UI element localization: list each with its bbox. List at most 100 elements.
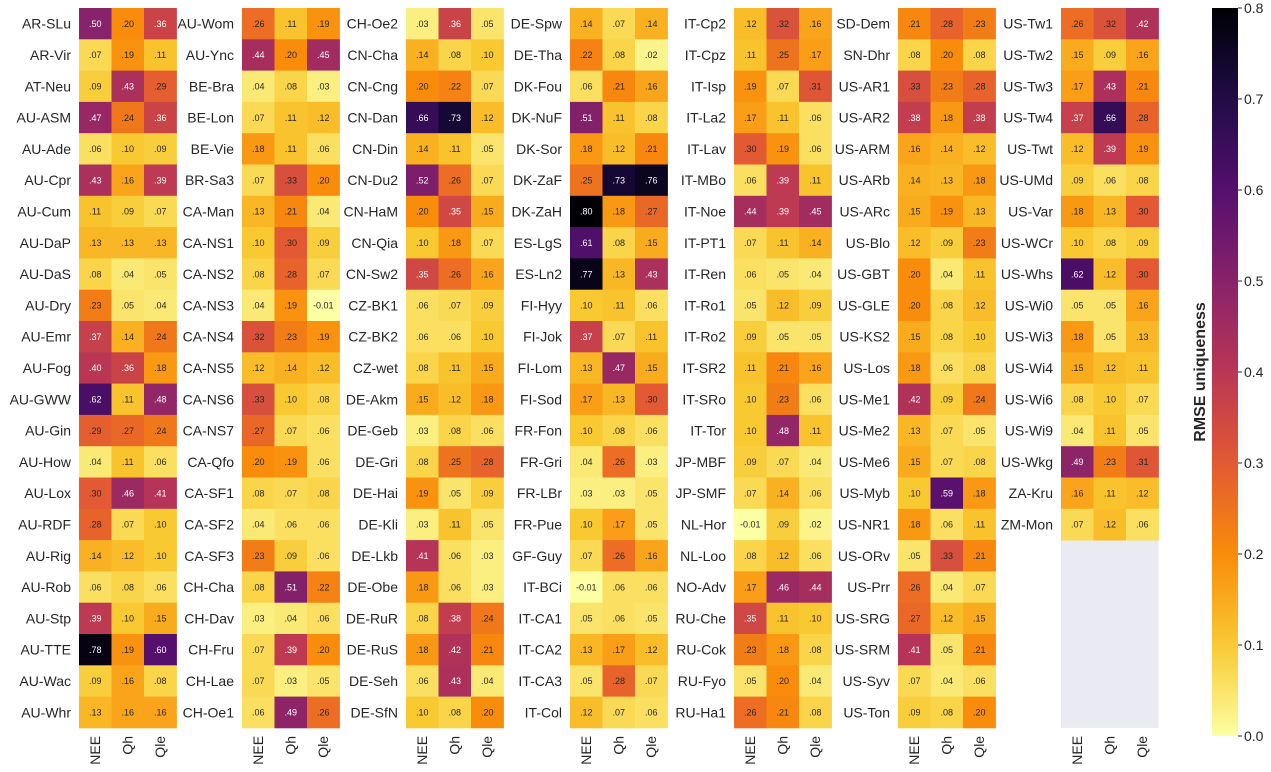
heatmap-cell bbox=[274, 39, 308, 71]
heatmap-cell bbox=[438, 571, 472, 604]
cell-value: .33 bbox=[284, 175, 297, 185]
cell-value: .76 bbox=[645, 175, 658, 185]
cell-value: .45 bbox=[809, 207, 822, 217]
row-label: US-Ton bbox=[843, 704, 890, 720]
heatmap-cell bbox=[144, 414, 177, 447]
heatmap-cell bbox=[1126, 414, 1159, 447]
row-label: US-Prr bbox=[847, 579, 890, 595]
cell-value: .24 bbox=[121, 113, 134, 123]
row-label: US-GLE bbox=[838, 297, 890, 313]
heatmap-panel: AU-Wom .26 .11 .19 AU-Ync .44 .20 .45 BE-Bra .04.… bbox=[177, 8, 340, 765]
cell-value: .09 bbox=[284, 551, 297, 561]
row-label: CA-SF2 bbox=[184, 516, 234, 532]
cell-value: .13 bbox=[612, 269, 625, 279]
heatmap-cell bbox=[144, 133, 177, 165]
heatmap-cell bbox=[406, 446, 439, 478]
heatmap-cell bbox=[1126, 352, 1159, 384]
cell-value: .12 bbox=[744, 19, 757, 29]
cell-value: .09 bbox=[89, 81, 102, 91]
heatmap-cell bbox=[799, 133, 832, 165]
heatmap-cell bbox=[1093, 39, 1127, 71]
cell-value: .43 bbox=[645, 269, 658, 279]
cell-value: .13 bbox=[940, 175, 953, 185]
column-label: NEE bbox=[742, 736, 758, 765]
cell-value: .08 bbox=[973, 363, 986, 373]
row-label: US-ORv bbox=[838, 548, 890, 564]
row-label: NO-Adv bbox=[676, 579, 726, 595]
cell-value: .06 bbox=[317, 551, 330, 561]
row-label: AU-DaP bbox=[20, 235, 71, 251]
heatmap-cell bbox=[635, 70, 668, 103]
heatmap-cell bbox=[406, 133, 439, 165]
cell-value: .07 bbox=[252, 175, 265, 185]
column-label: Qh bbox=[775, 736, 791, 755]
cell-value: .09 bbox=[481, 301, 494, 311]
cell-value: .11 bbox=[973, 269, 985, 279]
cell-value: .24 bbox=[481, 614, 494, 624]
heatmap-cell bbox=[799, 289, 832, 322]
heatmap-cell bbox=[930, 508, 964, 541]
cell-value: .07 bbox=[776, 81, 789, 91]
cell-value: .46 bbox=[776, 582, 789, 592]
row-label: US-Wi4 bbox=[1005, 360, 1053, 376]
heatmap-cell bbox=[471, 571, 504, 604]
heatmap-cell bbox=[274, 508, 308, 541]
cell-value: .11 bbox=[285, 113, 297, 123]
cell-value: .20 bbox=[416, 207, 429, 217]
heatmap-cell bbox=[471, 164, 504, 197]
heatmap-cell bbox=[799, 39, 832, 71]
cell-value: .66 bbox=[416, 113, 429, 123]
cell-value: .09 bbox=[317, 238, 330, 248]
heatmap-cell bbox=[766, 508, 800, 541]
cell-value: .37 bbox=[89, 332, 102, 342]
cell-value: .77 bbox=[580, 269, 593, 279]
heatmap-cell bbox=[438, 508, 472, 541]
cell-value: .08 bbox=[448, 50, 461, 60]
cell-value: .28 bbox=[612, 676, 625, 686]
heatmap-cell bbox=[438, 665, 472, 697]
cell-value: .06 bbox=[1136, 520, 1149, 530]
cell-value: .60 bbox=[154, 645, 167, 655]
heatmap-cell bbox=[111, 101, 145, 134]
cell-value: .18 bbox=[776, 645, 789, 655]
cell-value: .37 bbox=[580, 332, 593, 342]
heatmap-cell bbox=[471, 634, 504, 666]
cell-value: .24 bbox=[154, 332, 167, 342]
row-label: DE-Seh bbox=[349, 673, 398, 689]
cell-value: .06 bbox=[154, 582, 167, 592]
row-label: US-AR2 bbox=[839, 110, 891, 126]
cell-value: .08 bbox=[121, 582, 134, 592]
heatmap-cell bbox=[274, 352, 308, 384]
heatmap-cell bbox=[438, 696, 472, 729]
cell-value: .38 bbox=[973, 113, 986, 123]
cell-value: .07 bbox=[448, 301, 461, 311]
cell-value: .20 bbox=[776, 676, 789, 686]
heatmap-cell bbox=[438, 133, 472, 165]
heatmap-cell bbox=[144, 164, 177, 197]
cell-value: .12 bbox=[481, 113, 494, 123]
cell-value: .11 bbox=[285, 19, 297, 29]
heatmap-cell bbox=[1126, 195, 1159, 228]
cell-value: .07 bbox=[252, 676, 265, 686]
cell-value: .11 bbox=[777, 238, 789, 248]
heatmap-cell bbox=[471, 696, 504, 729]
cell-value: .09 bbox=[940, 394, 953, 404]
heatmap-cell bbox=[1126, 289, 1159, 322]
heatmap-cell bbox=[406, 383, 439, 416]
row-label: CN-Din bbox=[352, 141, 398, 157]
heatmap-cell bbox=[602, 133, 636, 165]
row-label: FR-Gri bbox=[520, 454, 562, 470]
heatmap-cell bbox=[79, 258, 112, 291]
cell-value: .10 bbox=[908, 488, 921, 498]
heatmap-cell bbox=[438, 321, 472, 353]
row-label: AU-Cum bbox=[17, 203, 71, 219]
cell-value: .47 bbox=[89, 113, 102, 123]
row-label: DE-SfN bbox=[351, 704, 398, 720]
cell-value: .18 bbox=[580, 144, 593, 154]
heatmap-cell bbox=[307, 414, 340, 447]
heatmap-cell bbox=[111, 227, 145, 259]
cell-value: .33 bbox=[940, 551, 953, 561]
heatmap-cell bbox=[111, 289, 145, 322]
heatmap-cell bbox=[734, 195, 767, 228]
cell-value: .11 bbox=[89, 207, 101, 217]
